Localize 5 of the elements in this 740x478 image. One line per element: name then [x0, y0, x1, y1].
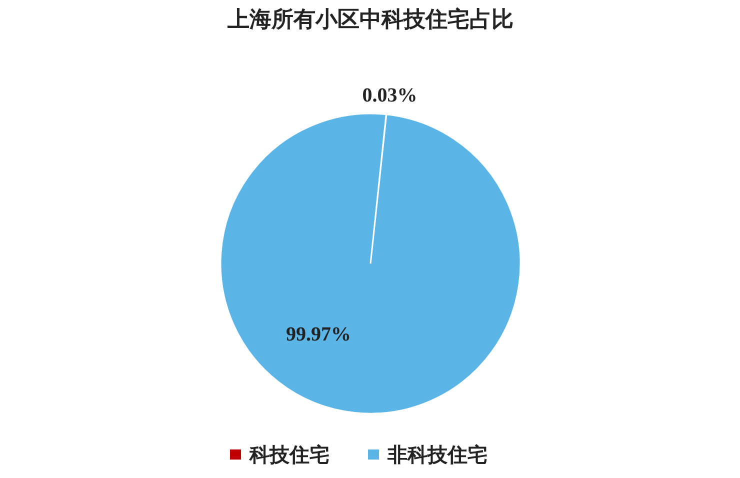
legend-label: 非科技住宅 [386, 442, 488, 467]
data-label: 0.03% [362, 84, 418, 107]
legend-label: 科技住宅 [248, 442, 330, 467]
chart-title: 上海所有小区中科技住宅占比 [226, 6, 514, 32]
data-label: 99.97% [286, 324, 351, 346]
